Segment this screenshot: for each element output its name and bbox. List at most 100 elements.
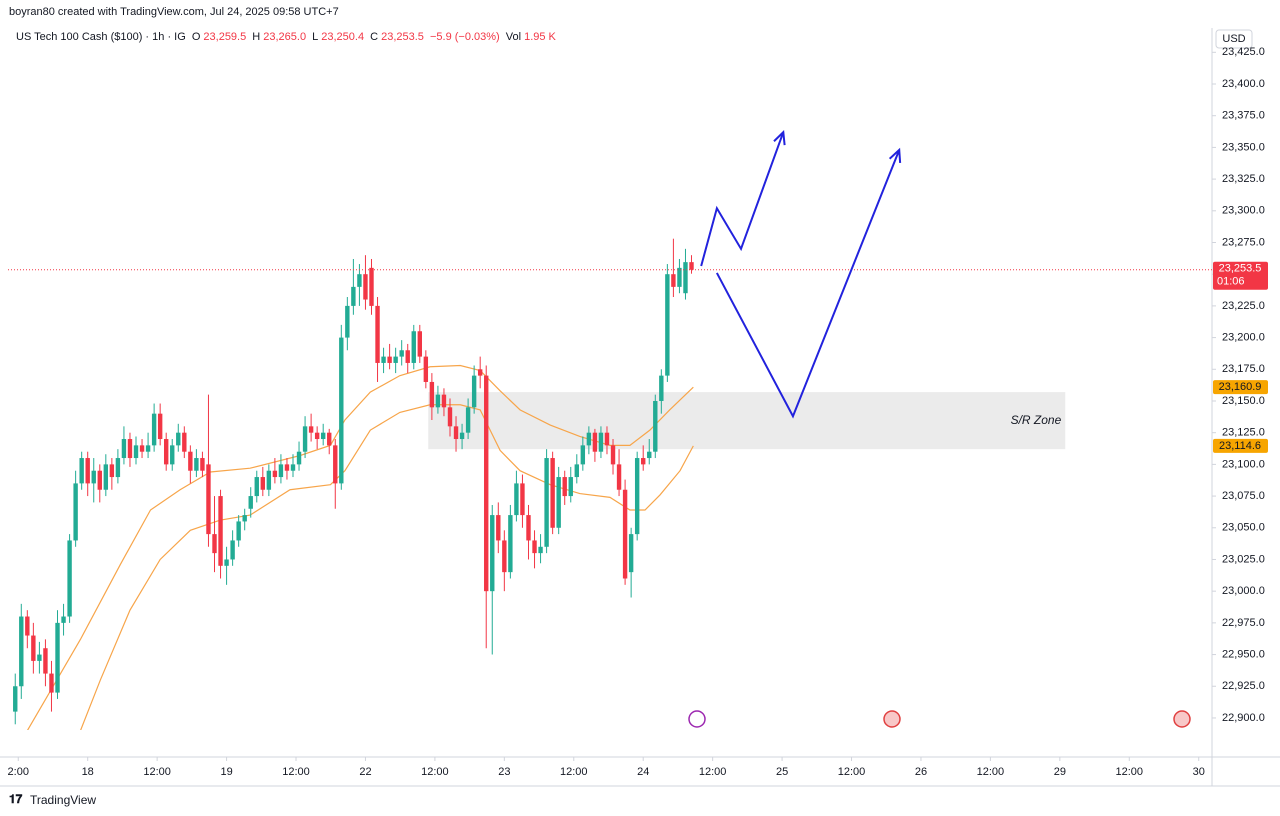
candle-body: [236, 521, 241, 541]
y-tick-label: 23,175.0: [1222, 363, 1265, 375]
candle-body: [671, 274, 676, 287]
candle-body: [133, 445, 139, 459]
y-tick-label: 23,200.0: [1222, 331, 1265, 343]
candle-body: [25, 616, 30, 636]
candle-body: [103, 464, 109, 490]
candle-body: [121, 439, 127, 459]
last-price-box: [1213, 261, 1268, 290]
candle-body: [550, 458, 555, 528]
candle-body: [484, 375, 489, 592]
event-icon[interactable]: [1173, 710, 1191, 728]
x-tick-label: 12:00: [699, 766, 727, 778]
candle-body: [109, 464, 115, 478]
candle-body: [127, 439, 133, 459]
candle-body: [375, 305, 380, 363]
candle-body: [441, 394, 447, 408]
candle-body: [369, 267, 374, 306]
y-tick-label: 22,975.0: [1222, 617, 1265, 629]
change: −5.9 (−0.03%): [430, 31, 500, 43]
candle-body: [622, 489, 628, 579]
candle-body: [592, 432, 598, 452]
ohlc-key: H: [252, 31, 261, 43]
last-price-label: 23,253.5: [1219, 263, 1262, 275]
event-icon[interactable]: [688, 710, 706, 728]
y-tick-label: 23,325.0: [1222, 173, 1265, 185]
projection-path: [700, 131, 785, 267]
candle-body: [665, 274, 670, 376]
candle-body: [659, 375, 664, 401]
candle-body: [139, 445, 145, 452]
ohlc-value: 23,265.0: [263, 31, 307, 43]
event-icon[interactable]: [883, 710, 901, 728]
candle-body: [188, 451, 193, 471]
candle-body: [496, 515, 501, 541]
candle-body: [194, 458, 199, 471]
candle-body: [393, 356, 398, 363]
candle-body: [453, 426, 459, 440]
y-tick-label: 22,925.0: [1222, 680, 1265, 692]
currency: USD: [1222, 33, 1245, 45]
plot: S/R Zone: [8, 130, 1212, 730]
candle-body: [212, 534, 217, 554]
projection-path: [715, 149, 901, 419]
candle-body: [339, 337, 344, 484]
candle-body: [634, 458, 640, 535]
y-tick-label: 23,150.0: [1222, 395, 1265, 407]
candle-body: [490, 515, 495, 592]
candle-body: [399, 350, 404, 357]
x-tick-label: 12:00: [421, 766, 449, 778]
candle-body: [333, 445, 338, 484]
candle-body: [538, 546, 543, 554]
candle-body: [327, 432, 332, 446]
candle-body: [598, 432, 604, 452]
candle-body: [417, 331, 422, 357]
candle-body: [115, 458, 121, 478]
x-tick-label: 12:00: [1116, 766, 1144, 778]
candle-body: [19, 616, 24, 687]
candle-body: [290, 464, 296, 471]
candle-body: [586, 432, 592, 446]
candle-body: [206, 464, 211, 535]
candle-body: [272, 470, 278, 478]
y-tick-label: 23,300.0: [1222, 205, 1265, 217]
candle-body: [459, 432, 465, 440]
price-label-box: [1213, 380, 1268, 395]
ohlc-key: O: [191, 31, 201, 43]
candle-body: [145, 445, 151, 452]
x-tick-label: 18: [82, 766, 94, 778]
candle-body: [254, 477, 259, 497]
ohlc-key: C: [370, 31, 379, 43]
candle-body: [314, 432, 320, 440]
x-tick-label: 30: [1193, 766, 1205, 778]
x-tick-label: 19: [220, 766, 232, 778]
zone-label: S/R Zone: [1011, 413, 1062, 427]
candle-body: [266, 470, 272, 490]
countdown: 01:06: [1217, 276, 1245, 288]
ohlc-value: 23,250.4: [321, 31, 365, 43]
candle-body: [351, 286, 356, 306]
currency-box: [1215, 29, 1253, 49]
candle-body: [574, 464, 579, 478]
candle-body: [423, 356, 429, 382]
candle-body: [302, 426, 308, 452]
candle-body: [357, 274, 362, 287]
candle-body: [604, 432, 610, 446]
candle-body: [508, 515, 513, 573]
candle-body: [91, 470, 96, 484]
candle-body: [151, 413, 157, 446]
candle-body: [260, 477, 266, 490]
candle-body: [320, 432, 326, 440]
candle-body: [363, 274, 368, 300]
candle-body: [230, 540, 235, 560]
candle-body: [562, 477, 567, 497]
candle-body: [556, 477, 561, 528]
price-label: 23,114.6: [1219, 440, 1261, 452]
candle-body: [610, 445, 616, 465]
y-tick-label: 23,400.0: [1222, 78, 1265, 90]
candle-body: [465, 407, 471, 433]
candle-body: [176, 432, 181, 446]
candle-body: [37, 654, 42, 661]
candle-body: [170, 445, 175, 465]
x-tick-label: 2:00: [8, 766, 29, 778]
